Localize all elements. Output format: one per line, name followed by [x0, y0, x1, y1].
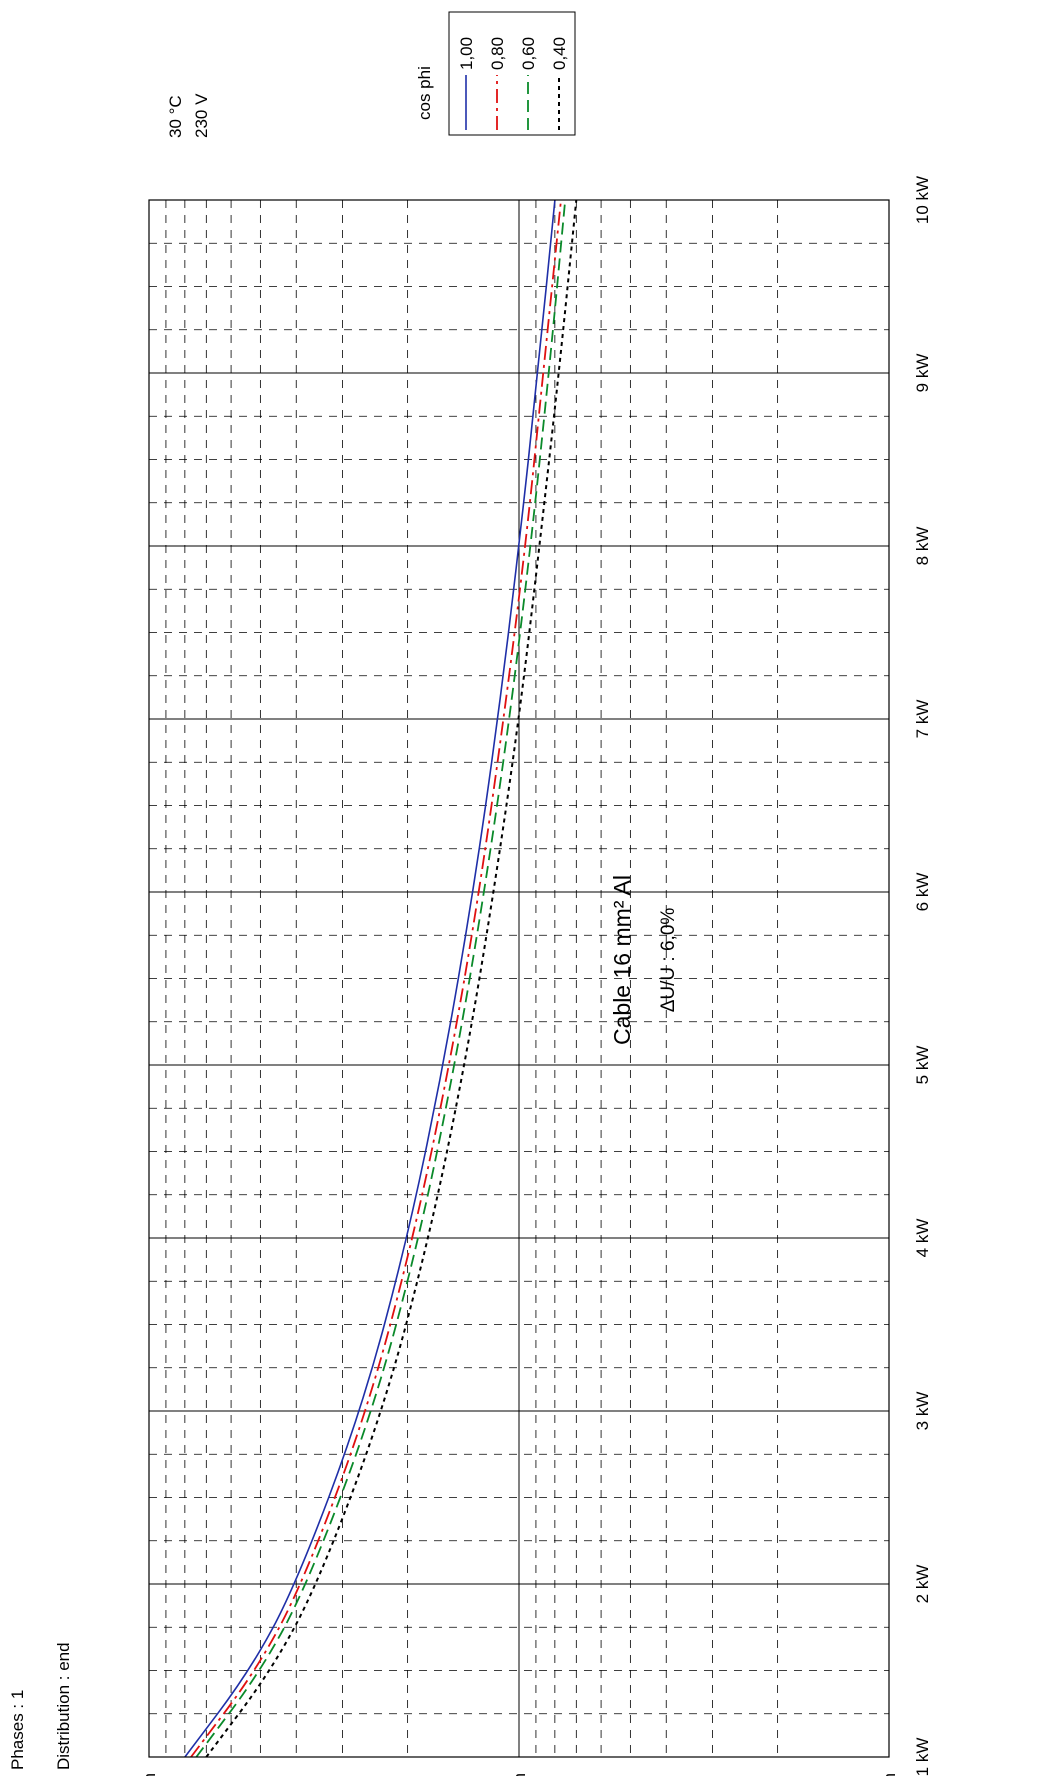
- plot-frame: [148, 199, 890, 1758]
- temperature-label: 30 °C: [166, 95, 185, 138]
- series-line-1: [184, 199, 556, 1758]
- series-line-4: [205, 199, 578, 1758]
- tick-label-power: 5 kW: [913, 1046, 932, 1085]
- tick-label-power: 10 kW: [913, 176, 932, 224]
- voltage-label: 230 V: [192, 93, 211, 138]
- legend-entry-1: 1,00: [457, 37, 476, 70]
- series-group: [184, 199, 578, 1758]
- tick-label-length: 1000 m: [140, 1773, 159, 1776]
- tick-label-power: 3 kW: [913, 1392, 932, 1431]
- tick-label-power: 1 kW: [913, 1738, 932, 1776]
- grid: [148, 199, 889, 1758]
- tick-label-power: 6 kW: [913, 873, 932, 912]
- phases-label: Phases : 1: [8, 1690, 27, 1770]
- tick-label-power: 8 kW: [913, 527, 932, 566]
- axis-labels: 1 kW 2 kW 3 kW 4 kW 5 kW 6 kW 7 kW 8 kW 9 kW 10 k…: [140, 176, 932, 1776]
- distribution-label: Distribution : end: [54, 1642, 73, 1770]
- tick-label-power: 4 kW: [913, 1219, 932, 1258]
- legend-entry-4: 0,40: [550, 37, 569, 70]
- series-line-3: [195, 199, 567, 1758]
- legend-entry-2: 0,80: [488, 37, 507, 70]
- tick-label-length: 10 m: [880, 1773, 899, 1776]
- legend: cos phi 1,00 0,80 0,60 0,40: [415, 11, 576, 136]
- tick-label-length: 100 m: [510, 1773, 529, 1776]
- tick-label-power: 2 kW: [913, 1565, 932, 1604]
- legend-title: cos phi: [415, 66, 434, 120]
- chart-subtitle: ΔU/U : 6,0%: [658, 908, 679, 1013]
- tick-label-power: 9 kW: [913, 354, 932, 393]
- chart-title: Cable 16 mm² Al: [609, 875, 635, 1045]
- tick-label-power: 7 kW: [913, 700, 932, 739]
- legend-entry-3: 0,60: [519, 37, 538, 70]
- series-line-2: [190, 199, 562, 1758]
- legend-box: [448, 11, 576, 136]
